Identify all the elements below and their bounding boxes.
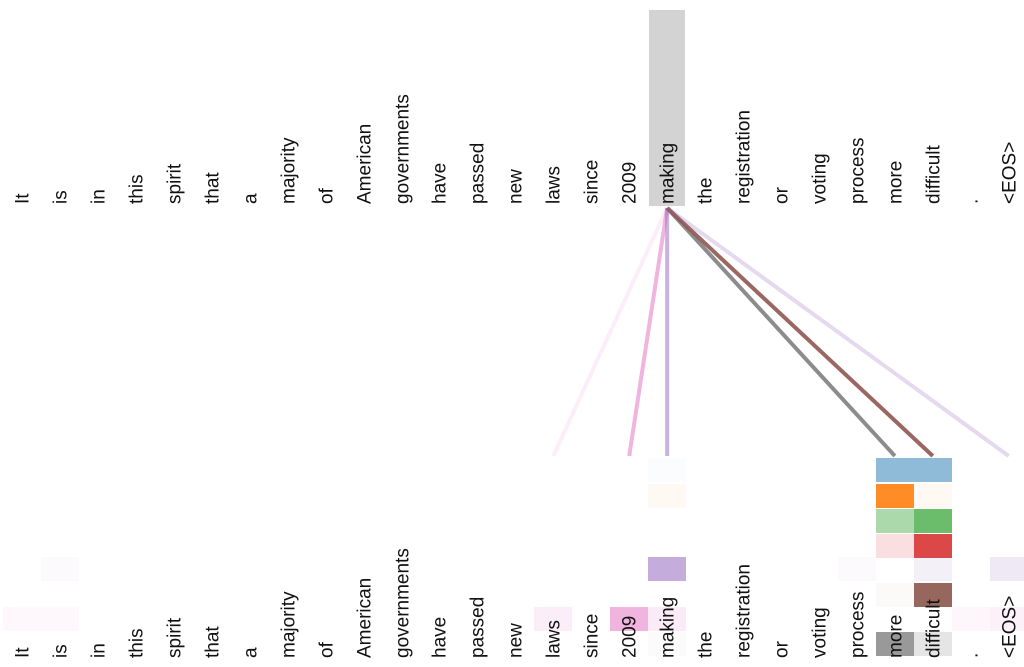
source-token[interactable]: that (202, 172, 224, 204)
source-token[interactable]: difficult (923, 145, 945, 204)
heatmap-cell (875, 632, 914, 656)
target-token[interactable]: American (354, 577, 376, 658)
source-token[interactable]: passed (467, 142, 489, 204)
target-token[interactable]: the (695, 631, 717, 658)
target-token[interactable]: governments (392, 548, 413, 658)
target-token[interactable]: a (240, 647, 262, 658)
attention-line (665, 206, 1010, 458)
target-token[interactable]: this (126, 628, 148, 658)
attention-line (627, 207, 670, 457)
attention-line (665, 206, 935, 458)
source-token[interactable]: <EOS> (999, 141, 1021, 204)
heatmap-cell (913, 632, 952, 656)
heatmap-cell (648, 557, 687, 581)
target-token[interactable]: 2009 (619, 615, 641, 658)
source-token[interactable]: new (505, 169, 527, 204)
target-token[interactable]: is (50, 644, 72, 658)
target-token[interactable]: more (885, 614, 907, 658)
heatmap-cell (875, 534, 914, 558)
attention-line (665, 206, 935, 458)
source-token[interactable]: majority (278, 137, 300, 204)
heatmap-cell (875, 458, 914, 482)
source-token[interactable]: laws (543, 165, 565, 204)
heatmap-cell (913, 583, 952, 607)
target-token[interactable]: have (429, 616, 451, 658)
target-token[interactable]: laws (543, 619, 565, 658)
target-token[interactable]: . (961, 652, 983, 658)
target-token[interactable]: of (316, 642, 338, 658)
heatmap-cell (913, 557, 952, 581)
source-token[interactable]: registration (733, 110, 755, 204)
heatmap-cell (534, 607, 573, 631)
target-token[interactable]: process (847, 591, 869, 658)
heatmap-cell (3, 607, 41, 631)
source-token[interactable]: or (771, 187, 793, 204)
heatmap-cell (610, 607, 649, 631)
target-token[interactable]: spirit (164, 617, 186, 658)
heatmap-cell (875, 484, 914, 508)
source-token[interactable]: more (885, 160, 907, 204)
heatmap-cell (913, 509, 952, 533)
source-token[interactable]: a (240, 193, 262, 204)
heatmap-cell (989, 607, 1024, 631)
source-token[interactable]: this (126, 174, 148, 204)
target-token[interactable]: difficult (923, 599, 945, 658)
source-token[interactable]: governments (392, 94, 413, 204)
target-token[interactable]: in (88, 643, 110, 658)
source-token[interactable]: in (88, 189, 110, 204)
source-token[interactable]: process (847, 137, 869, 204)
target-token[interactable]: voting (809, 607, 831, 658)
target-token[interactable]: <EOS> (999, 595, 1021, 658)
source-token[interactable]: since (581, 159, 603, 204)
source-token[interactable]: of (316, 188, 338, 204)
heatmap-cell (875, 509, 914, 533)
selected-token-highlight (649, 10, 686, 206)
target-token[interactable]: that (202, 626, 224, 658)
source-token[interactable]: . (961, 198, 983, 204)
source-token[interactable]: the (695, 177, 717, 204)
heatmap-cell (913, 484, 952, 508)
target-token[interactable]: majority (278, 591, 300, 658)
heatmap-cell (989, 557, 1024, 581)
target-token[interactable]: registration (733, 564, 755, 658)
source-token[interactable]: making (657, 142, 679, 204)
heatmap-cell (913, 458, 952, 482)
heatmap-cell (648, 607, 687, 631)
source-token[interactable]: voting (809, 153, 831, 204)
source-token[interactable]: have (429, 162, 451, 204)
heatmap-cell (648, 484, 687, 508)
source-token[interactable]: American (354, 123, 376, 204)
target-token[interactable]: passed (467, 596, 489, 658)
heatmap-cell (40, 607, 79, 631)
heatmap-cell (913, 534, 952, 558)
source-token[interactable]: is (50, 190, 72, 204)
attention-line (551, 207, 669, 457)
target-token[interactable]: new (505, 623, 527, 658)
source-token[interactable]: 2009 (619, 161, 641, 204)
target-token[interactable]: It (12, 647, 34, 658)
target-token[interactable]: or (771, 641, 793, 658)
source-token[interactable]: spirit (164, 163, 186, 204)
attention-line (665, 206, 897, 458)
heatmap-cell (951, 607, 990, 631)
target-token[interactable]: since (581, 613, 603, 658)
source-token[interactable]: It (12, 193, 34, 204)
target-token[interactable]: making (657, 596, 679, 658)
